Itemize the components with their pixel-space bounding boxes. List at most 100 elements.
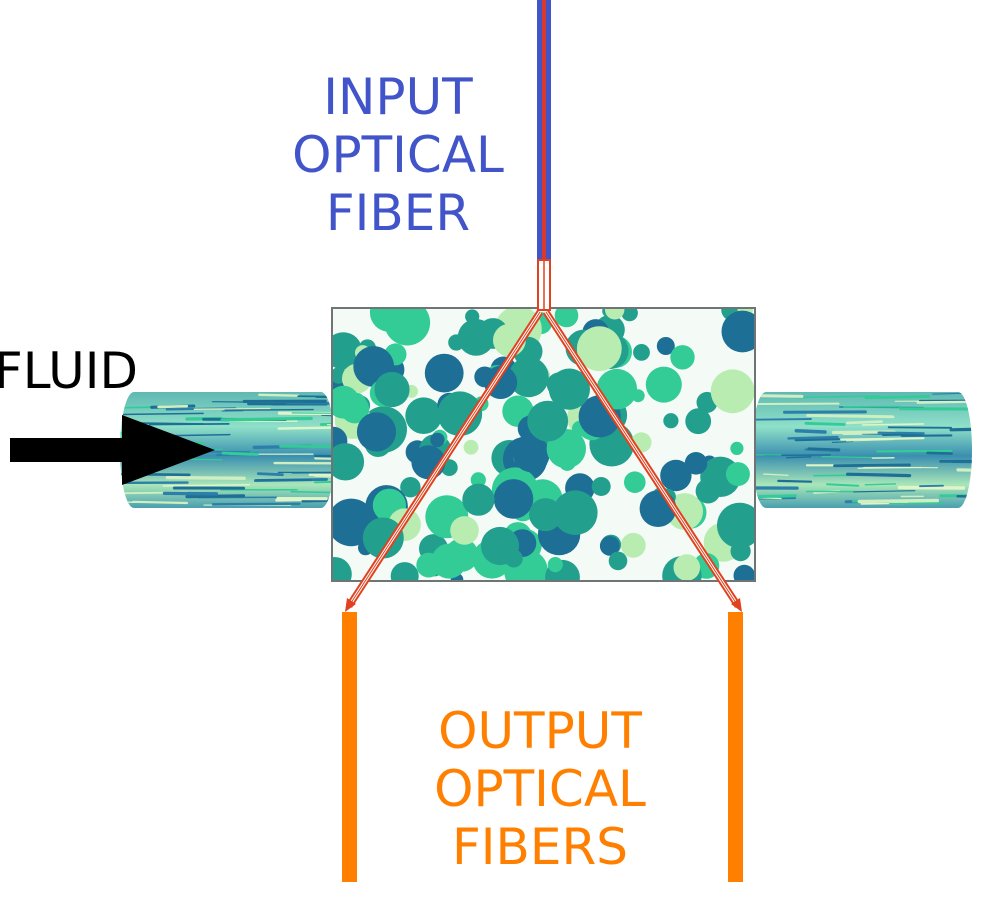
- flow-streak: [221, 451, 259, 456]
- flow-streak: [308, 473, 335, 478]
- flow-streak: [807, 447, 841, 452]
- particle: [390, 562, 419, 580]
- flow-streak: [120, 412, 204, 416]
- output-label-line: OPTICAL: [434, 760, 646, 818]
- flow-streak: [794, 395, 880, 399]
- flow-streak: [887, 426, 953, 429]
- flow-streak: [918, 399, 972, 402]
- particle: [463, 439, 479, 455]
- particle: [448, 334, 465, 351]
- flow-streak: [833, 463, 911, 468]
- particle: [493, 479, 534, 519]
- particle: [470, 472, 486, 488]
- flow-streak: [277, 426, 335, 430]
- particle: [356, 412, 397, 452]
- flow-streak: [314, 456, 335, 461]
- flow-streak: [949, 427, 972, 432]
- right-arrow-icon: [10, 415, 215, 485]
- particle: [333, 557, 352, 580]
- particle: [431, 543, 467, 579]
- particle: [730, 541, 751, 562]
- flow-streak: [786, 456, 812, 459]
- particle: [369, 309, 409, 332]
- particle: [599, 536, 620, 556]
- flow-streak: [861, 433, 923, 436]
- flow-streak: [932, 392, 967, 395]
- input-label-line: OPTICAL: [292, 126, 504, 184]
- flow-streak: [133, 422, 204, 425]
- flow-streak: [853, 490, 916, 493]
- output-optical-fiber-left: [342, 612, 357, 882]
- flow-streak: [752, 418, 812, 421]
- output-fibers-label: OUTPUT OPTICAL FIBERS: [400, 702, 680, 876]
- light-path-right: [543, 310, 742, 612]
- flow-streak: [806, 413, 895, 419]
- flow-streak: [916, 399, 972, 404]
- input-label-line: INPUT: [323, 68, 473, 126]
- flow-streak: [876, 449, 953, 453]
- particle: [450, 516, 479, 545]
- flow-streak: [826, 483, 860, 487]
- flow-streak: [256, 472, 284, 477]
- particle: [548, 368, 591, 410]
- particle: [695, 478, 721, 504]
- particle: [663, 413, 679, 429]
- flow-streak: [763, 473, 789, 476]
- particle: [576, 326, 622, 372]
- particle: [725, 462, 750, 487]
- particle: [513, 435, 550, 473]
- particle: [362, 517, 404, 559]
- flow-streak: [193, 407, 271, 410]
- particle: [710, 369, 754, 414]
- flow-streak: [919, 484, 944, 488]
- flow-streak: [777, 479, 813, 483]
- particle: [504, 549, 523, 568]
- flow-streak: [132, 500, 189, 505]
- flow-streak: [897, 485, 966, 490]
- flow-streak: [956, 468, 972, 473]
- flow-streak: [804, 421, 846, 426]
- particle: [554, 309, 579, 328]
- output-label-line: OUTPUT: [438, 702, 642, 760]
- input-fiber-label: INPUT OPTICAL FIBER: [268, 68, 528, 242]
- particle: [430, 432, 445, 448]
- flow-streak: [752, 394, 804, 398]
- outlet-pipe: [752, 392, 972, 508]
- flow-streak: [752, 494, 797, 499]
- output-optical-fiber-right: [728, 612, 743, 882]
- flow-streak: [291, 412, 335, 415]
- flow-streak: [794, 428, 827, 434]
- flow-streak: [297, 395, 335, 398]
- flow-streak: [857, 498, 940, 504]
- flow-streak: [831, 440, 854, 443]
- flow-streak: [157, 404, 189, 409]
- flow-streak: [752, 402, 840, 406]
- particle: [670, 345, 695, 370]
- flow-streak: [861, 423, 925, 426]
- particle: [624, 471, 646, 494]
- flow-streak: [794, 438, 841, 442]
- particle: [621, 309, 638, 322]
- particle: [733, 564, 754, 580]
- particle: [730, 441, 744, 455]
- particle: [620, 532, 646, 558]
- flow-streak: [165, 433, 231, 437]
- light-path-left: [345, 310, 543, 612]
- particle: [660, 459, 692, 492]
- output-label-line: FIBERS: [452, 818, 628, 876]
- flow-streak: [321, 414, 335, 418]
- particle: [547, 557, 563, 573]
- particle: [656, 337, 675, 355]
- particle: [374, 371, 410, 408]
- flow-streak: [258, 393, 300, 397]
- particle: [673, 554, 701, 580]
- flow-streak: [864, 395, 931, 400]
- particle: [400, 477, 421, 498]
- particle: [333, 385, 360, 419]
- input-label-line: FIBER: [325, 184, 471, 242]
- flow-streak: [863, 466, 938, 469]
- particle: [717, 502, 754, 549]
- fluid-label: FLUID: [0, 342, 138, 400]
- particle: [529, 498, 563, 532]
